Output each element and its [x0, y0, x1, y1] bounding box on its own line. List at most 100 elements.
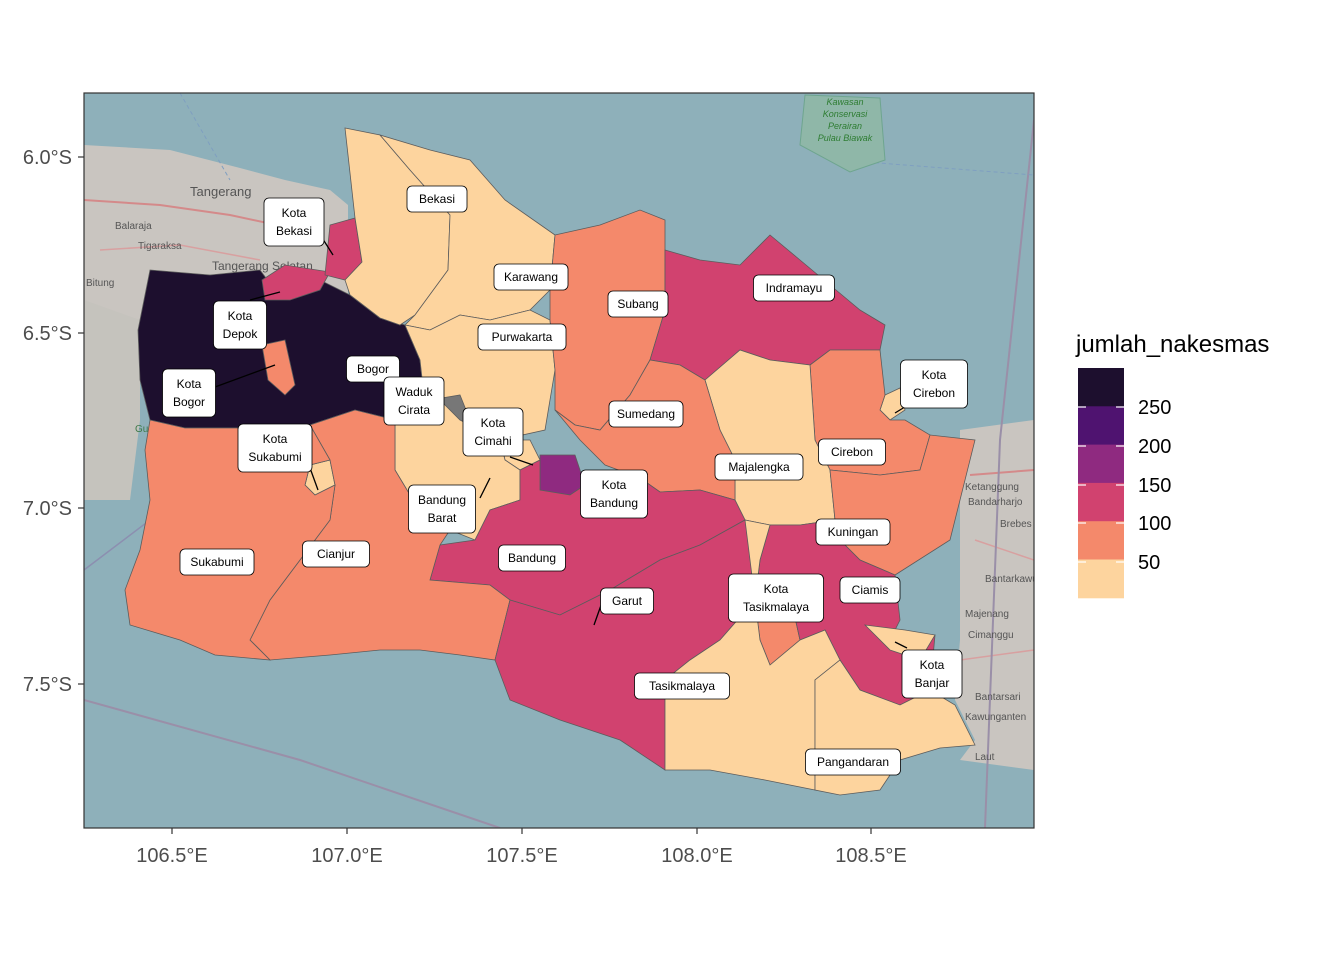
region-label-text: Karawang [504, 270, 558, 284]
region-label-box [346, 355, 400, 383]
x-axis-labels: 106.5°E 107.0°E 107.5°E 108.0°E 108.5°E [136, 845, 906, 867]
basemap-label: Majenang [965, 609, 1009, 620]
region-label-text: Kota Banjar [915, 658, 950, 690]
basemap-label: Balaraja [115, 221, 152, 232]
region-labels: Bekasi Kota Bekasi Karawang Subang Indramayu K… [162, 185, 968, 776]
region-label-text: Bogor [357, 362, 389, 376]
region-label-kota-cirebon: Kota Cirebon [900, 359, 968, 409]
basemap-label: Bandarharjo [968, 497, 1023, 508]
region-label-kuningan: Kuningan [815, 518, 891, 546]
region-label-subang: Subang [607, 290, 669, 318]
x-tick-label: 107.5°E [486, 845, 557, 867]
axis-ticks [78, 156, 872, 834]
park-label: Perairan [828, 121, 862, 131]
legend-color-band [1078, 521, 1124, 560]
y-tick-label: 6.0°S [23, 147, 72, 169]
region-label-box [900, 359, 968, 409]
west-land-south [84, 300, 140, 500]
region-sukabumi[interactable] [124, 419, 336, 661]
region-kota-depok[interactable] [261, 264, 331, 301]
legend-color-band [1078, 444, 1124, 484]
legend-ticks [1078, 406, 1124, 563]
region-label-tasikmalaya: Tasikmalaya [634, 672, 730, 700]
legend-color-band [1078, 406, 1124, 446]
region-label-box [815, 518, 891, 546]
basemap-label: Brebes [1000, 519, 1032, 530]
region-label-text: Cianjur [317, 547, 355, 561]
maritime-boundary [84, 699, 501, 828]
x-tick-label: 108.0°E [661, 845, 732, 867]
marine-park [799, 94, 886, 173]
region-label-text: Sumedang [617, 407, 675, 421]
legend-color-band [1078, 482, 1124, 522]
legend: jumlah_nakesmas 250 200 150 100 50 [1075, 331, 1269, 599]
basemap-label: Tangerang [190, 184, 251, 199]
region-label-text: Kota Bekasi [276, 206, 312, 238]
park-label: Konservasi [823, 109, 869, 119]
region-label-box [408, 484, 476, 534]
maritime-boundary [984, 119, 1034, 828]
region-label-box [728, 573, 824, 623]
region-label-kota-bandung: Kota Bandung [580, 469, 648, 519]
region-kota-bogor[interactable] [261, 339, 296, 396]
park-label: Kawasan [826, 97, 863, 107]
region-label-text: Subang [617, 297, 658, 311]
region-label-text: Kota Sukabumi [248, 432, 301, 464]
region-label-box [162, 368, 216, 418]
region-label-box [608, 400, 684, 428]
x-tick-label: 108.5°E [835, 845, 906, 867]
leader-line [509, 456, 534, 466]
leader-line [214, 364, 276, 388]
sea-lane [839, 159, 1034, 176]
y-tick-label: 7.0°S [23, 498, 72, 520]
region-label-majalengka: Majalengka [714, 453, 804, 481]
region-label-box [213, 300, 267, 350]
basemap-label: Laut [975, 752, 995, 763]
legend-title: jumlah_nakesmas [1075, 331, 1269, 358]
region-label-text: Bandung Barat [418, 493, 466, 525]
region-label-sukabumi: Sukabumi [179, 548, 255, 576]
region-label-cianjur: Cianjur [302, 540, 370, 568]
region-label-text: Bekasi [419, 192, 455, 206]
basemap-label: Tigaraksa [138, 241, 182, 252]
region-label-box [237, 423, 313, 473]
park-label: Pulau Biawak [818, 133, 873, 143]
region-label-box [753, 274, 835, 302]
region-label-text: Kota Depok [223, 309, 259, 341]
region-label-bandung: Bandung [498, 544, 566, 572]
region-label-box [263, 197, 325, 247]
region-label-box [383, 376, 445, 426]
region-label-indramayu: Indramayu [753, 274, 835, 302]
leader-line [249, 291, 281, 301]
region-label-purwakarta: Purwakarta [477, 323, 567, 351]
region-label-box [462, 407, 524, 457]
legend-color-band [1078, 559, 1124, 599]
region-label-text: Ciamis [852, 583, 889, 597]
basemap-label: Bantarkawung [985, 574, 1049, 585]
x-tick-label: 107.0°E [311, 845, 382, 867]
legend-break-label: 50 [1138, 552, 1160, 574]
basemap-label: Ketanggung [965, 482, 1019, 493]
region-label-box [493, 263, 569, 291]
legend-break-label: 150 [1138, 475, 1171, 497]
region-label-kota-tasikmalaya: Kota Tasikmalaya [728, 573, 824, 623]
region-label-text: Tasikmalaya [649, 679, 715, 693]
region-label-kota-bekasi: Kota Bekasi [263, 197, 325, 247]
region-label-box [477, 323, 567, 351]
panel-border [83, 92, 1035, 829]
region-label-box [302, 540, 370, 568]
basemap-label: Bitung [86, 278, 114, 289]
region-label-text: Majalengka [728, 460, 790, 474]
region-label-text: Bandung [508, 551, 556, 565]
region-label-text: Kota Tasikmalaya [743, 582, 809, 614]
region-label-text: Waduk Cirata [396, 385, 434, 417]
legend-break-label: 250 [1138, 397, 1171, 419]
region-label-cirebon: Cirebon [818, 438, 886, 466]
region-label-text: Garut [612, 594, 643, 608]
region-label-bandung-barat: Bandung Barat [408, 484, 476, 534]
region-label-ciamis: Ciamis [839, 576, 901, 604]
region-label-text: Kota Cirebon [913, 368, 955, 400]
region-label-kota-depok: Kota Depok [213, 300, 267, 350]
region-label-karawang: Karawang [493, 263, 569, 291]
